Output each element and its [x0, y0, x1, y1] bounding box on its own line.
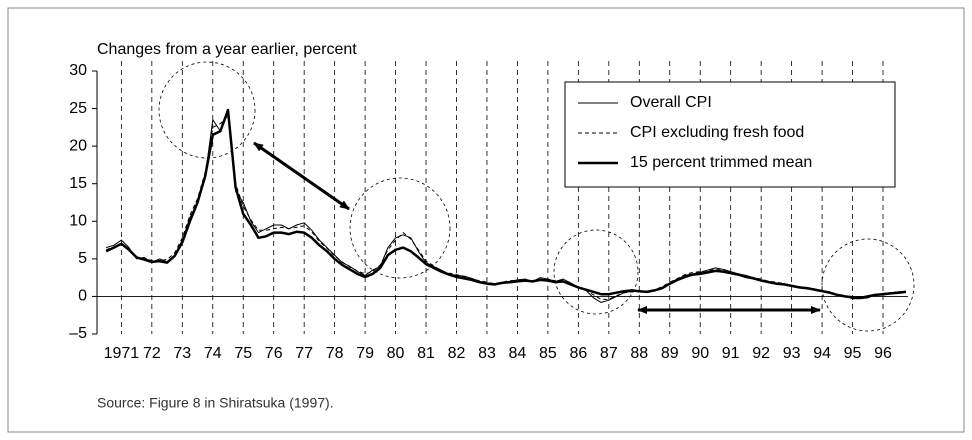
y-tick-label: 20: [69, 137, 87, 154]
series-line: [105, 108, 907, 300]
x-tick-label: 1971: [104, 345, 140, 362]
highlight-circle: [553, 229, 639, 315]
x-tick-label: 81: [417, 345, 435, 362]
x-tick-label: 92: [752, 345, 770, 362]
x-tick-label: 89: [661, 345, 679, 362]
x-tick-label: 74: [204, 345, 222, 362]
highlight-circle: [821, 238, 915, 332]
x-tick-label: 76: [265, 345, 283, 362]
x-tick-label: 88: [630, 345, 648, 362]
x-tick-label: 90: [691, 345, 709, 362]
x-tick-label: 87: [600, 345, 618, 362]
highlight-circle: [158, 61, 256, 159]
arrow: [253, 141, 350, 211]
legend: Overall CPI CPI excluding fresh food 15 pe…: [564, 81, 896, 188]
highlight-circle: [349, 177, 451, 279]
annotations: [158, 61, 915, 332]
x-tick-label: 75: [234, 345, 252, 362]
x-tick-label: 95: [844, 345, 862, 362]
x-tick-label: 80: [387, 345, 405, 362]
x-tick-label: 91: [722, 345, 740, 362]
legend-label: 15 percent trimmed mean: [630, 154, 812, 171]
y-tick-label: 15: [69, 175, 87, 192]
y-axis-label: Changes from a year earlier, percent: [97, 41, 357, 58]
y-tick-label: –5: [69, 325, 87, 342]
y-tick-label: 5: [78, 250, 87, 267]
x-tick-label: 79: [356, 345, 374, 362]
x-tick-label: 84: [509, 345, 527, 362]
x-tick-label: 77: [295, 345, 313, 362]
y-tick-label: 10: [69, 213, 87, 230]
y-tick-label: 25: [69, 100, 87, 117]
y-tick-label: 30: [69, 62, 87, 79]
x-tick-label: 86: [569, 345, 587, 362]
x-tick-label: 73: [173, 345, 191, 362]
x-tick-label: 83: [478, 345, 496, 362]
x-tick-label: 96: [874, 345, 892, 362]
legend-box: [564, 81, 896, 188]
x-tick-label: 82: [448, 345, 466, 362]
source-note: Source: Figure 8 in Shiratsuka (1997).: [97, 395, 334, 411]
x-tick-label: 78: [326, 345, 344, 362]
frame: [7, 7, 965, 433]
y-tick-label: 0: [78, 288, 87, 305]
legend-label: CPI excluding fresh food: [630, 124, 804, 141]
x-tick-label: 94: [813, 345, 831, 362]
x-tick-label: 93: [783, 345, 801, 362]
x-tick-label: 72: [143, 345, 161, 362]
x-tick-label: 85: [539, 345, 557, 362]
legend-label: Overall CPI: [630, 94, 712, 111]
